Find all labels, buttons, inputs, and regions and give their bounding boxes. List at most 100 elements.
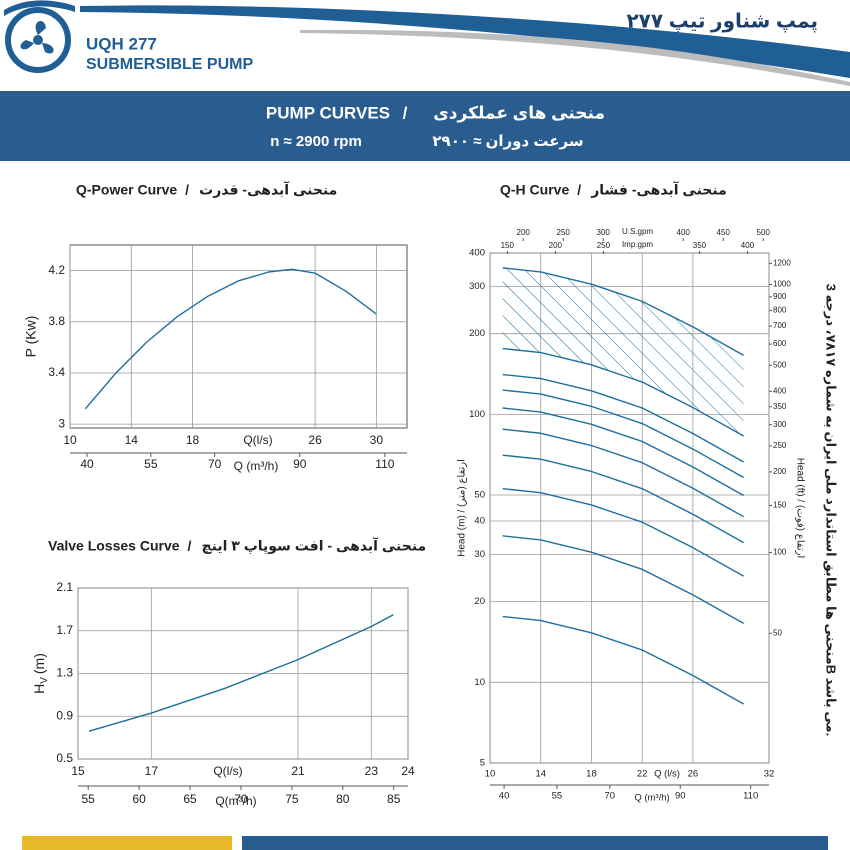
curve — [502, 487, 744, 577]
chart-title: Valve Losses Curve — [48, 538, 180, 554]
x-axis-label: Q (l/s) — [654, 769, 680, 780]
y2-tick-label: 400 — [773, 386, 787, 395]
y2-tick-label: 300 — [773, 420, 787, 429]
curve — [502, 535, 744, 624]
chart: Q-Power Curve / منحنی آبدهی- قدرت 3 3.4 3.8 4.… — [23, 181, 408, 473]
chart-title-separator: / — [185, 182, 189, 198]
y-axis-label: P (Kw) — [23, 316, 39, 358]
curve — [502, 389, 744, 479]
top-tick-label: 250 — [557, 228, 571, 237]
top-tick-label: 200 — [549, 241, 563, 250]
y2-tick-label: 600 — [773, 339, 787, 348]
x-tick-label: 18 — [186, 433, 200, 447]
operating-range — [502, 267, 744, 437]
top-tick-label: 300 — [597, 228, 611, 237]
y2-axis-label: Head (ft) / ارتفاع (فوت) — [794, 458, 805, 559]
logo — [4, 0, 75, 73]
top-tick-label: 350 — [693, 241, 707, 250]
x2-axis-label: Q(m³/h) — [215, 794, 256, 808]
x-axis-label: Q(l/s) — [213, 764, 242, 778]
footer-bar-yellow — [22, 836, 232, 850]
x2-tick-label: 110 — [743, 791, 758, 802]
model: UQH 277 — [86, 34, 157, 53]
x2-tick-label: 90 — [293, 457, 307, 471]
x-tick-label: 14 — [125, 433, 139, 447]
x2-tick-label: 70 — [208, 457, 222, 471]
top-tick-label: 200 — [517, 228, 531, 237]
curve — [502, 373, 744, 463]
x-tick-label: 32 — [764, 769, 775, 780]
y-tick-label: 4.2 — [48, 263, 65, 277]
curve — [502, 428, 744, 518]
x2-tick-label: 85 — [387, 792, 401, 806]
x2-tick-label: 65 — [183, 792, 197, 806]
y-tick-label: 3.4 — [48, 365, 65, 379]
y-axis-label: Head (m) / ارتفاع (متر) — [457, 459, 468, 557]
y2-tick-label: 150 — [773, 501, 787, 510]
x-tick-label: 24 — [401, 764, 415, 778]
banner-title-fa: منحنی های عملکردی — [433, 103, 605, 123]
x-tick-label: 23 — [365, 764, 379, 778]
x2-tick-label: 80 — [336, 792, 350, 806]
y-axis-label-sub: V — [39, 677, 50, 684]
y-tick-label: 50 — [474, 490, 485, 501]
y-tick-label: 30 — [474, 549, 485, 560]
curve — [502, 615, 744, 705]
banner-separator: / — [403, 103, 408, 122]
y2-tick-label: 350 — [773, 402, 787, 411]
x2-tick-label: 90 — [675, 791, 686, 802]
y-tick-label: 400 — [469, 248, 485, 259]
x-tick-label: 22 — [637, 769, 648, 780]
banner — [0, 91, 850, 161]
speed-fa: سرعت دوران ≈ ۲۹۰۰ — [432, 133, 583, 150]
x2-tick-label: 110 — [375, 457, 394, 471]
x2-tick-label: 60 — [132, 792, 146, 806]
chart-title-separator: / — [577, 182, 581, 198]
speed: n ≈ 2900 rpm — [270, 133, 362, 150]
x-tick-label: 15 — [71, 764, 85, 778]
y2-tick-label: 800 — [773, 306, 787, 315]
x-tick-label: 21 — [291, 764, 305, 778]
curve — [502, 267, 744, 356]
y-tick-label: 0.5 — [56, 751, 73, 765]
x2-tick-label: 40 — [80, 457, 94, 471]
y2-tick-label: 200 — [773, 467, 787, 476]
chart: Valve Losses Curve / منحنی آبدهی - افت سوپ… — [31, 537, 427, 808]
y2-tick-label: 250 — [773, 441, 787, 450]
x-tick-label: 10 — [485, 769, 496, 780]
x2-tick-label: 55 — [552, 791, 563, 802]
y2-tick-label: 700 — [773, 321, 787, 330]
header-swoosh — [80, 5, 850, 78]
x2-tick-label: 55 — [82, 792, 96, 806]
x2-tick-label: 75 — [285, 792, 299, 806]
y-axis-label-unit: (m) — [31, 653, 47, 674]
x-tick-label: 30 — [370, 433, 384, 447]
curve — [502, 407, 744, 497]
y-tick-label: 200 — [469, 328, 485, 339]
y2-tick-label: 500 — [773, 360, 787, 369]
banner-title: PUMP CURVES — [266, 103, 390, 122]
y-axis-label: HV (m) — [31, 653, 50, 694]
y-tick-label: 1.3 — [56, 666, 73, 680]
model-subtitle: SUBMERSIBLE PUMP — [86, 56, 253, 73]
chart-title-fa: منحنی آبدهی- قدرت — [199, 181, 337, 198]
x2-tick-label: 70 — [234, 792, 248, 806]
y2-tick-label: 50 — [773, 628, 782, 637]
top-tick-label: 150 — [501, 241, 515, 250]
y-tick-label: 0.9 — [56, 708, 73, 722]
y-tick-label: 1.7 — [56, 623, 73, 637]
top-tick-label: 400 — [677, 228, 691, 237]
chart-title-fa: منحنی آبدهی - افت سوپاپ ۳ اینچ — [202, 537, 427, 555]
chart-title: Q-Power Curve — [76, 182, 177, 198]
chart-title: Q-H Curve — [500, 182, 569, 198]
top-axis-label: U.S.gpm — [622, 227, 653, 236]
chart-title-fa: منحنی آبدهی- فشار — [590, 181, 727, 198]
y2-tick-label: 100 — [773, 548, 787, 557]
x2-axis-label: Q (m³/h) — [234, 459, 279, 473]
top-tick-label: 450 — [717, 228, 731, 237]
x2-tick-label: 40 — [499, 791, 510, 802]
chart-title-separator: / — [188, 538, 192, 554]
x-axis-label: Q(l/s) — [243, 433, 272, 447]
x-tick-label: 18 — [586, 769, 597, 780]
